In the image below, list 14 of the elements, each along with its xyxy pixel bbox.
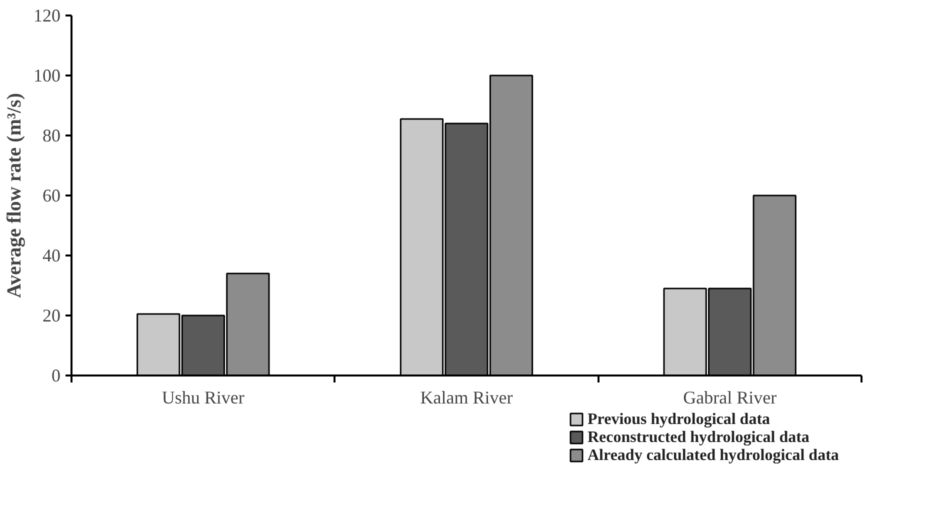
y-axis-title: Average flow rate (m³/s) xyxy=(4,93,26,298)
y-tick-label: 100 xyxy=(34,66,60,86)
y-tick-label: 60 xyxy=(42,186,60,206)
legend-label: Previous hydrological data xyxy=(588,411,770,428)
x-tick-label: Gabral River xyxy=(683,388,777,408)
y-tick-label: 80 xyxy=(42,126,60,146)
y-tick-label: 0 xyxy=(52,366,60,386)
legend-label: Reconstructed hydrological data xyxy=(588,429,810,446)
y-tick-label: 20 xyxy=(42,306,60,326)
y-tick-label: 40 xyxy=(42,246,60,266)
x-tick-label: Kalam River xyxy=(420,388,513,408)
y-tick-label: 120 xyxy=(34,6,60,26)
legend-label: Already calculated hydrological data xyxy=(588,447,839,464)
x-tick-label: Ushu River xyxy=(162,388,244,408)
